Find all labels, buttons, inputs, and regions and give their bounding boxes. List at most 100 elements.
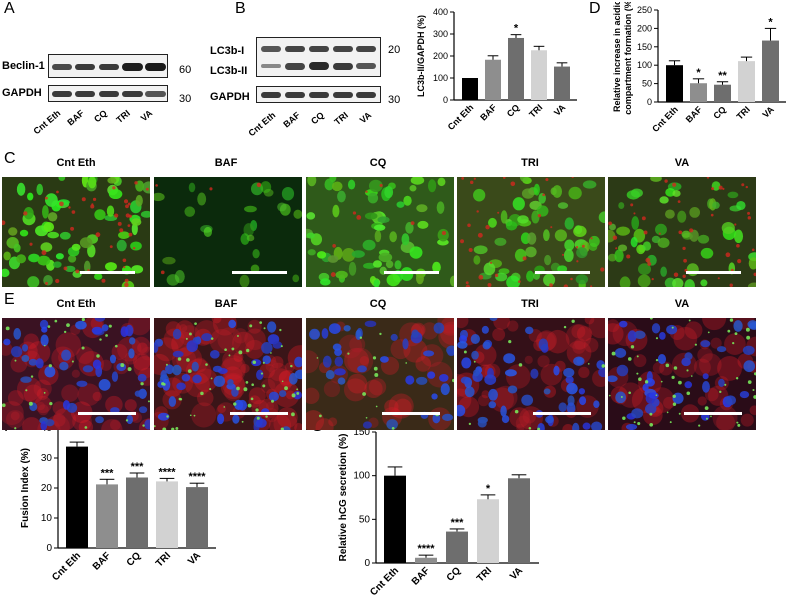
lc3-puncta [2,403,6,408]
nucleus-stain [427,371,436,379]
nucleus-stain [665,209,675,219]
lc3-puncta [43,344,46,347]
error-bar [189,482,205,488]
membrane-stain [133,355,150,379]
nucleus-stain [307,177,317,187]
nucleus-stain [91,326,103,335]
bar-baf [415,557,437,563]
lysosome-stain [122,258,127,263]
nucleus-stain [94,318,106,322]
y-axis-label: Fusion Index (%) [20,448,31,528]
lysosome-stain [356,214,362,220]
nucleus-stain [614,249,624,263]
membrane-stain [394,398,412,417]
nucleus-stain [40,242,53,252]
nucleus-stain [689,206,701,218]
nucleus-stain [572,422,580,430]
membrane-stain [415,356,432,372]
nucleus-stain [457,404,466,417]
membrane-stain [505,364,531,389]
significance-annotation: *** [451,517,465,529]
nucleus-stain [432,413,441,424]
membrane-stain [76,346,95,365]
nucleus-stain [619,320,628,328]
nucleus-stain [261,341,273,354]
lysosome-stain [124,282,129,287]
nucleus-stain [506,275,521,287]
nucleus-stain [625,423,638,430]
membrane-stain [364,379,383,399]
nucleus-stain [488,388,498,401]
nucleus-stain [28,253,40,263]
nucleus-stain [507,385,518,394]
lc3-puncta [142,424,145,427]
nucleus-stain [165,364,174,375]
nucleus-stain [105,262,117,271]
nucleus-stain [362,421,372,429]
nucleus-stain [367,192,379,204]
membrane-stain [717,356,742,381]
nucleus-stain [162,256,176,265]
membrane-stain [285,390,295,400]
lc3-puncta [672,402,677,406]
nucleus-stain [727,191,739,199]
nucleus-stain [563,367,575,378]
blot-b-row-label: GAPDH [210,91,250,103]
membrane-stain [128,318,150,336]
blot-band [333,46,353,52]
lc3-puncta [54,319,58,323]
error-bar [533,45,545,51]
nucleus-stain [192,374,202,384]
nucleus-stain [116,239,127,252]
lysosome-stain [576,260,579,263]
panel-c-condition-title: VA [674,157,690,169]
lc3-puncta [732,341,735,345]
y-tick-label: 50 [642,79,652,89]
nucleus-stain [228,319,237,329]
nucleus-stain [484,374,497,385]
nucleus-stain [239,274,250,287]
nucleus-stain [619,276,631,287]
nucleus-stain [557,265,568,273]
membrane-stain [583,337,599,353]
membrane-stain [270,356,284,369]
membrane-stain [45,414,70,430]
lc3-puncta [47,325,51,328]
nucleus-stain [20,376,32,383]
nucleus-stain [501,415,510,424]
lysosome-stain [706,177,710,179]
nucleus-stain [553,365,560,376]
nucleus-stain [43,275,53,286]
lysosome-stain [468,248,473,253]
lc3-puncta [28,401,33,406]
nucleus-stain [109,354,117,364]
lane-label: CQ [91,108,109,125]
nucleus-stain [250,264,260,274]
nucleus-stain [351,250,365,258]
lysosome-stain [90,204,95,209]
blot-band [285,63,305,70]
lane-label: TRI [113,108,132,125]
lysosome-stain [55,278,60,284]
nucleus-stain [616,226,631,236]
lc3-puncta [166,415,169,418]
lc3-puncta [622,416,626,420]
panel-label-a: A [4,0,15,17]
lysosome-stain [467,223,471,228]
membrane-stain [23,384,44,404]
nucleus-stain [142,181,150,194]
nucleus-stain [87,244,96,258]
nucleus-stain [578,388,586,395]
nucleus-stain [292,274,300,283]
lc3-puncta [747,380,752,384]
lc3-puncta [296,391,300,395]
lysosome-stain [128,214,132,218]
lc3-puncta [256,416,260,420]
significance-annotation: * [514,23,519,35]
nucleus-stain [564,217,574,230]
lc3-puncta [518,363,523,367]
membrane-stain [2,342,13,356]
lc3-puncta [187,369,192,374]
membrane-stain [240,363,250,374]
lc3-puncta [245,380,249,384]
